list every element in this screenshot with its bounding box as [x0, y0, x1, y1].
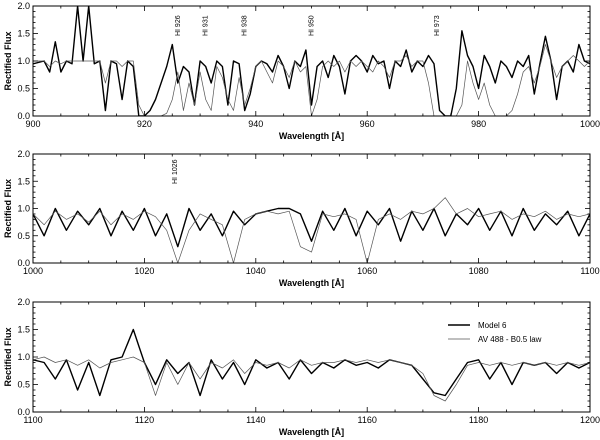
- y-tick-label: 1.5: [17, 29, 30, 39]
- y-tick-label: 1.5: [17, 325, 30, 335]
- x-axis-label: Wavelength [Å]: [279, 131, 344, 141]
- x-tick-label: 1100: [23, 415, 42, 425]
- y-tick-label: 0.0: [17, 407, 30, 417]
- x-tick-label: 920: [137, 119, 152, 129]
- x-tick-label: 1200: [580, 415, 600, 425]
- y-axis-label: Rectified Flux: [3, 179, 13, 238]
- line-annotation: HI 1026: [172, 159, 179, 184]
- plot-frame: [32, 153, 591, 264]
- x-tick-label: 960: [360, 119, 375, 129]
- x-tick-label: 1160: [358, 415, 377, 425]
- legend-entry: Model 6: [478, 321, 507, 330]
- y-axis-label: Rectified Flux: [3, 31, 13, 90]
- x-tick-label: 1000: [23, 266, 43, 276]
- x-tick-label: 1060: [357, 266, 377, 276]
- line-annotation: HI 950: [309, 15, 316, 36]
- x-tick-label: 940: [248, 119, 263, 129]
- y-tick-label: 0.5: [17, 231, 30, 241]
- spectrum-panel: 1000 1020 1040 1060 1080 1100 0.0 0.5 1.0 1.5 2.0 W…: [3, 149, 600, 288]
- y-tick-label: 1.0: [17, 204, 30, 214]
- series-line-observed: [33, 44, 590, 116]
- series-line-observed: [33, 356, 590, 402]
- y-tick-label: 2.0: [17, 297, 30, 307]
- plot-frame: [32, 301, 591, 413]
- line-annotation: HI 973: [434, 15, 441, 36]
- y-tick-label: 2.0: [17, 1, 30, 11]
- y-tick-label: 0.0: [17, 258, 30, 268]
- line-annotation: HI 938: [242, 15, 249, 36]
- x-tick-label: 1140: [246, 415, 265, 425]
- series-line-observed: [33, 197, 590, 263]
- y-axis-label: Rectified Flux: [3, 327, 13, 386]
- y-tick-label: 0.5: [17, 84, 30, 94]
- series-line-model: [33, 6, 590, 116]
- y-tick-label: 0.5: [17, 380, 30, 390]
- spectrum-panel: 1100 1120 1140 1160 1180 1200 0.0 0.5 1.0 1.5 2.0 W…: [3, 297, 600, 437]
- x-axis-label: Wavelength [Å]: [279, 427, 344, 437]
- y-tick-label: 1.0: [17, 352, 30, 362]
- y-tick-label: 1.5: [17, 176, 30, 186]
- x-tick-label: 1020: [134, 266, 154, 276]
- spectrum-panel: 900 920 940 960 980 1000 0.0 0.5 1.0 1.5 2.0 Wavele…: [3, 1, 600, 141]
- line-annotation: HI 926: [175, 15, 182, 36]
- y-tick-label: 0.0: [17, 111, 30, 121]
- legend: Model 6 AV 488 - B0.5 law: [448, 321, 542, 344]
- series-line-model: [33, 207, 590, 248]
- line-annotation: HI 931: [203, 15, 210, 36]
- legend-entry: AV 488 - B0.5 law: [478, 335, 542, 344]
- x-tick-label: 1040: [246, 266, 266, 276]
- x-tick-label: 1120: [135, 415, 154, 425]
- x-tick-label: 1180: [469, 415, 488, 425]
- x-tick-label: 980: [471, 119, 486, 129]
- y-tick-label: 1.0: [17, 56, 30, 66]
- x-tick-label: 900: [25, 119, 40, 129]
- y-tick-label: 2.0: [17, 149, 30, 159]
- x-tick-label: 1100: [580, 266, 599, 276]
- x-tick-label: 1000: [580, 119, 600, 129]
- x-axis-label: Wavelength [Å]: [279, 278, 344, 288]
- x-tick-label: 1080: [469, 266, 489, 276]
